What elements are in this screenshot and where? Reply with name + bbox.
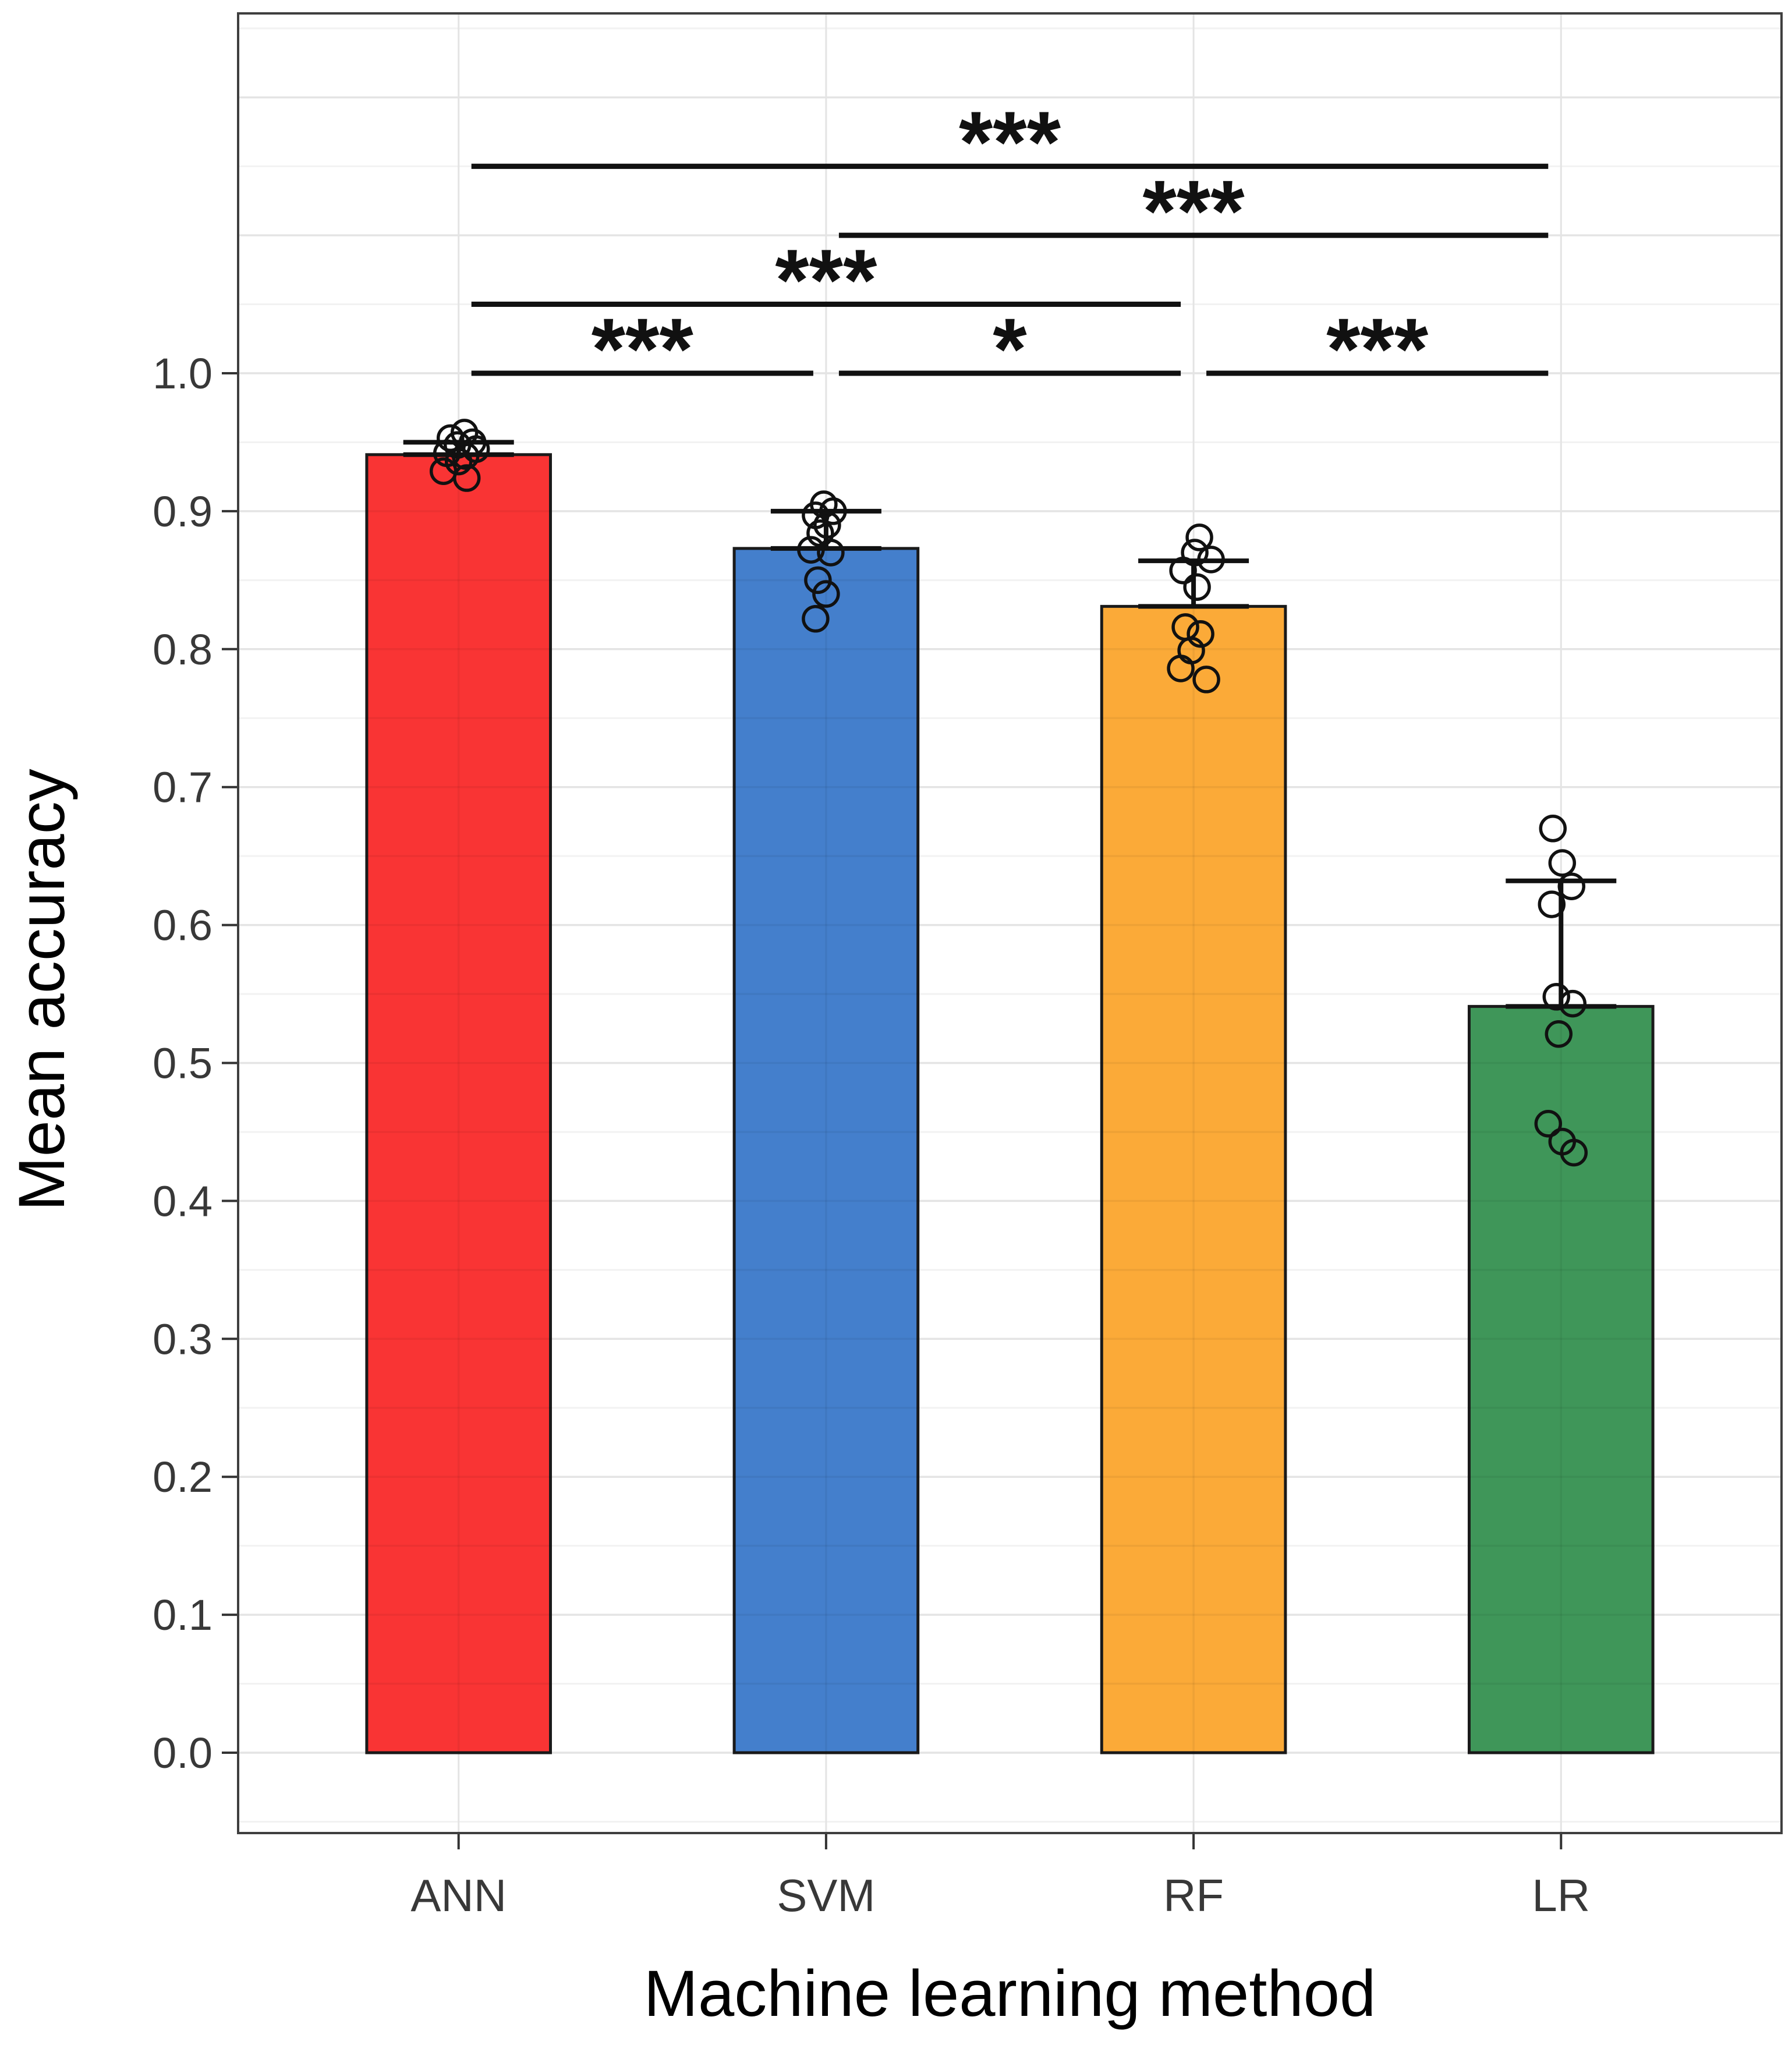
data-point	[1545, 1020, 1573, 1048]
points-SVM	[797, 490, 847, 633]
data-point	[819, 497, 847, 525]
significance-label: ***	[1326, 300, 1429, 398]
bracket-ANN-SVM: ***	[471, 300, 813, 398]
bracket-SVM-RF: *	[838, 300, 1181, 398]
y-tick-label: 0.6	[153, 901, 213, 950]
data-point	[452, 464, 481, 492]
bar-SVM	[732, 547, 920, 1754]
y-tick-label: 0.1	[153, 1591, 213, 1639]
data-point	[1192, 666, 1220, 694]
x-axis-title: Machine learning method	[644, 1957, 1376, 2030]
y-tick-label: 0.5	[153, 1039, 213, 1088]
data-point	[1538, 890, 1566, 918]
data-point	[1557, 872, 1586, 901]
data-point	[444, 447, 473, 476]
data-point	[1187, 620, 1214, 648]
bars	[365, 453, 1655, 1754]
y-axis: 0.0 0.1 0.2 0.3 0.4 0.5 0.6 0.7 0.8 0.9 1.0	[153, 349, 238, 1777]
significance-label: ***	[959, 93, 1061, 191]
y-tick-label: 1.0	[153, 349, 213, 398]
y-tick-label: 0.8	[153, 625, 213, 674]
data-point	[813, 511, 841, 539]
jitter-points	[429, 419, 1588, 1167]
y-tick-label: 0.9	[153, 487, 213, 536]
data-point	[1534, 1109, 1563, 1138]
data-point	[804, 566, 832, 595]
y-tick-label: 0.7	[153, 763, 213, 812]
significance-brackets: *** * ************	[471, 93, 1549, 398]
x-tick-label-RF: RF	[1163, 1870, 1224, 1921]
data-point	[1548, 849, 1577, 877]
data-point	[817, 539, 845, 567]
bracket-ANN-RF: ***	[471, 231, 1181, 329]
data-point	[1542, 983, 1571, 1011]
data-point	[1185, 523, 1213, 551]
bracket-SVM-LR: ***	[838, 162, 1549, 260]
data-point	[1169, 557, 1197, 585]
significance-label: ***	[775, 231, 877, 329]
points-LR	[1534, 815, 1588, 1167]
y-tick-label: 0.3	[153, 1315, 213, 1363]
data-point	[797, 536, 825, 564]
significance-label: *	[993, 300, 1027, 398]
bar-ANN	[365, 453, 553, 1754]
significance-label: ***	[592, 300, 694, 398]
y-tick-label: 0.0	[153, 1729, 213, 1777]
significance-label: ***	[1143, 162, 1245, 260]
bracket-ANN-LR: ***	[471, 93, 1549, 191]
y-tick-label: 0.4	[153, 1177, 213, 1225]
data-point	[1183, 573, 1211, 601]
data-point	[812, 580, 840, 608]
data-point	[1167, 654, 1195, 682]
x-axis: ANN SVM RF LR	[410, 1833, 1590, 1921]
points-ANN	[429, 419, 490, 492]
bar-RF	[1100, 604, 1287, 1754]
data-point	[802, 604, 830, 633]
x-tick-label-SVM: SVM	[777, 1870, 875, 1921]
bracket-RF-LR: ***	[1206, 300, 1549, 398]
x-tick-label-ANN: ANN	[410, 1870, 507, 1921]
y-tick-label: 0.2	[153, 1453, 213, 1501]
panel-border	[237, 12, 1783, 1834]
y-axis-title: Mean accuracy	[5, 769, 78, 1211]
points-RF	[1167, 523, 1225, 694]
data-point	[1559, 989, 1587, 1018]
data-point	[1560, 1138, 1588, 1167]
data-point	[1197, 546, 1225, 574]
data-point	[1539, 815, 1567, 843]
x-tick-label-LR: LR	[1532, 1870, 1590, 1921]
data-point	[451, 442, 480, 470]
